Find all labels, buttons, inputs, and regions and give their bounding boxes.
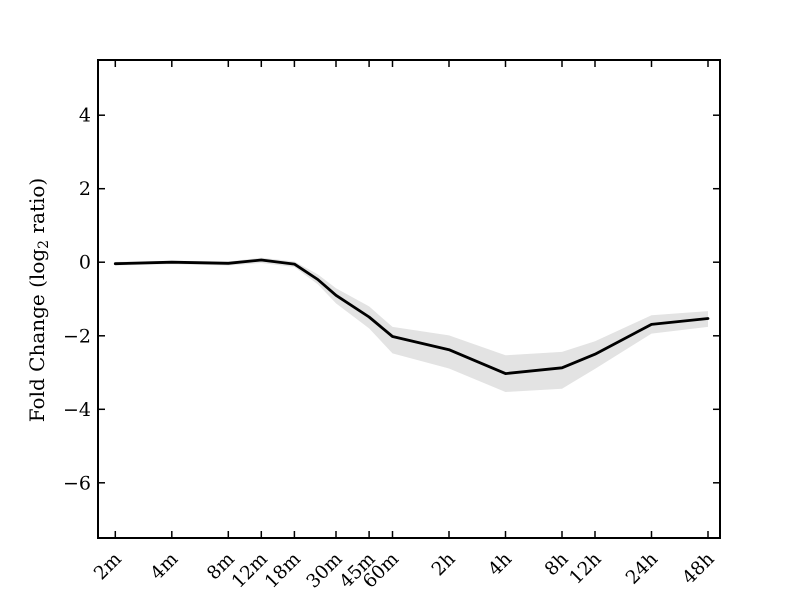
y-axis-label: Fold Change (log2 ratio) — [25, 178, 52, 422]
x-tick-label: 2m — [90, 548, 126, 584]
y-tick-label: 2 — [79, 178, 91, 200]
y-tick-label: −6 — [63, 472, 91, 494]
y-tick-label: 0 — [79, 252, 91, 274]
y-tick-label: 4 — [79, 105, 91, 127]
y-tick-label: −4 — [63, 399, 91, 421]
y-tick-label: −2 — [63, 325, 91, 347]
x-tick-label: 24h — [622, 549, 662, 589]
plot-spines — [97, 59, 721, 539]
series-line — [113, 258, 710, 376]
x-tick-label: 2h — [428, 549, 460, 581]
x-tick-label: 48h — [679, 549, 719, 589]
x-tick-label: 18m — [261, 548, 305, 592]
x-tick-label: 12h — [566, 549, 606, 589]
confidence-band — [115, 257, 709, 392]
x-tick-label: 4m — [147, 548, 183, 584]
x-tick-label: 4h — [484, 549, 516, 581]
x-tick-label: 12m — [228, 548, 272, 592]
x-tick-label: 30m — [303, 548, 347, 592]
